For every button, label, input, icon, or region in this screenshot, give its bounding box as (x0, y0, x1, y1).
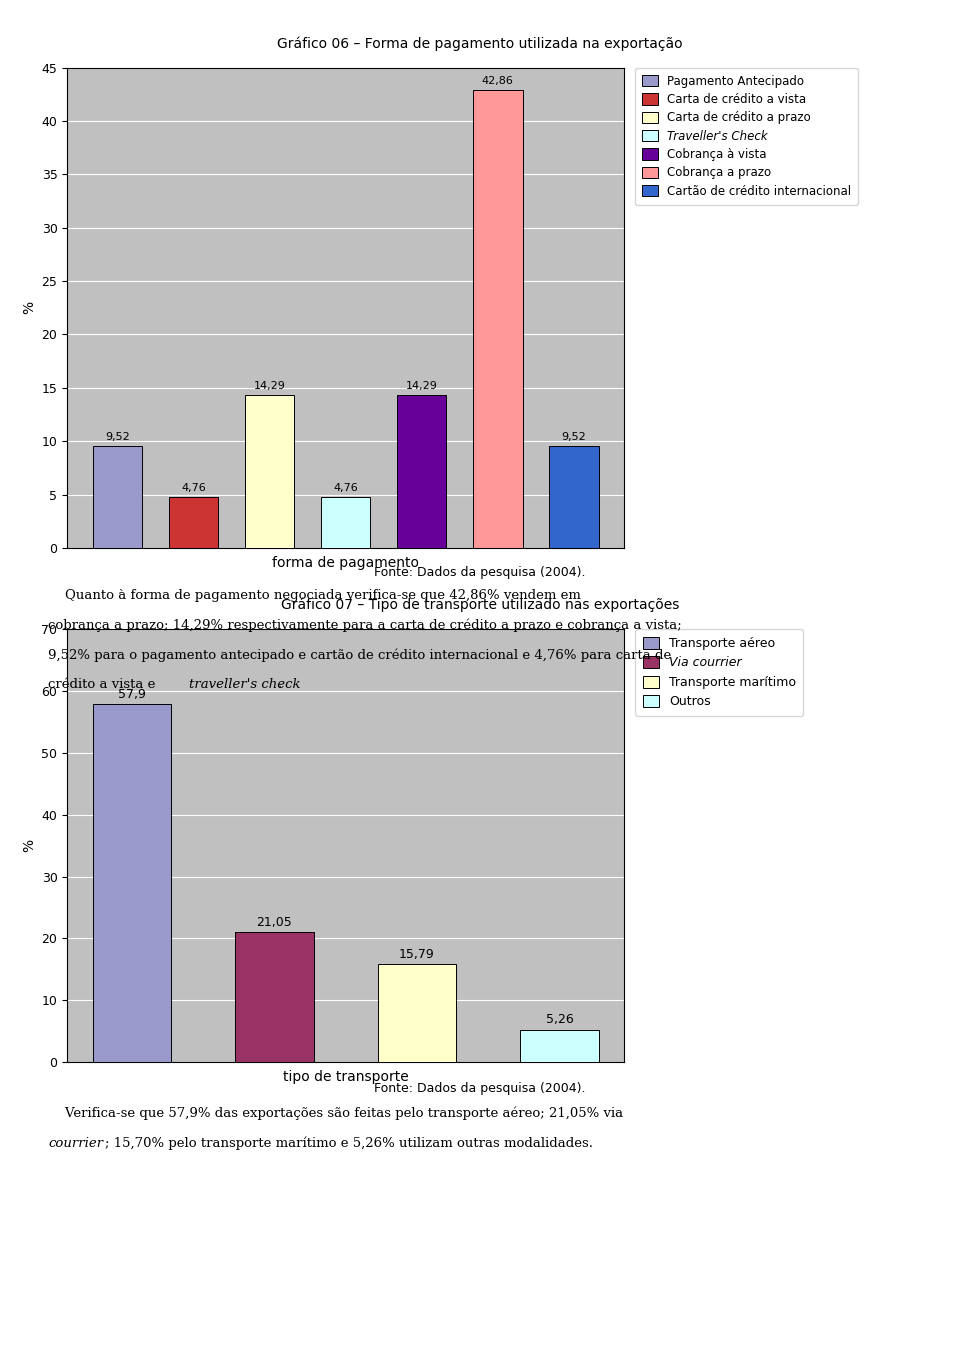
Bar (235, 932, 314, 1062)
Y-axis label: %: % (22, 302, 36, 314)
Text: Quanto à forma de pagamento negociada verifica-se que 42,86% vendem em: Quanto à forma de pagamento negociada ve… (48, 589, 581, 602)
Text: 14,29: 14,29 (253, 382, 285, 391)
Text: .: . (277, 678, 281, 691)
Text: 57,9: 57,9 (118, 687, 146, 701)
Y-axis label: %: % (22, 839, 36, 852)
Bar (397, 395, 446, 548)
Text: Gráfico 06 – Forma de pagamento utilizada na exportação: Gráfico 06 – Forma de pagamento utilizad… (277, 37, 683, 51)
Bar (92, 446, 142, 548)
Text: 9,52: 9,52 (562, 432, 587, 442)
Text: Verifica-se que 57,9% das exportações são feitas pelo transporte aéreo; 21,05% v: Verifica-se que 57,9% das exportações sã… (48, 1107, 623, 1120)
Bar (92, 704, 171, 1062)
Text: cobrança a prazo; 14,29% respectivamente para a carta de crédito a prazo e cobra: cobrança a prazo; 14,29% respectivamente… (48, 618, 682, 632)
Legend: Transporte aéreo, Via courrier, Transporte marítimo, Outros: Transporte aéreo, Via courrier, Transpor… (636, 629, 804, 716)
Text: ; 15,70% pelo transporte marítimo e 5,26% utilizam outras modalidades.: ; 15,70% pelo transporte marítimo e 5,26… (105, 1137, 592, 1150)
Text: 9,52% para o pagamento antecipado e cartão de crédito internacional e 4,76% para: 9,52% para o pagamento antecipado e cart… (48, 648, 671, 662)
Text: 4,76: 4,76 (333, 483, 358, 492)
Text: 15,79: 15,79 (399, 948, 435, 962)
Text: traveller's check: traveller's check (189, 678, 300, 691)
Text: crédito a vista e: crédito a vista e (48, 678, 159, 691)
X-axis label: tipo de transporte: tipo de transporte (283, 1070, 408, 1085)
Bar (321, 497, 371, 548)
X-axis label: forma de pagamento: forma de pagamento (272, 556, 420, 571)
Text: 5,26: 5,26 (545, 1013, 573, 1027)
Text: 4,76: 4,76 (181, 483, 205, 492)
Bar (520, 1030, 599, 1062)
Bar (377, 965, 456, 1062)
Legend: Pagamento Antecipado, Carta de crédito a vista, Carta de crédito a prazo, Travel: Pagamento Antecipado, Carta de crédito a… (636, 68, 858, 204)
Bar (169, 497, 218, 548)
Bar (473, 91, 522, 548)
Text: 9,52: 9,52 (105, 432, 130, 442)
Text: courrier: courrier (48, 1137, 103, 1150)
Text: Fonte: Dados da pesquisa (2004).: Fonte: Dados da pesquisa (2004). (374, 1082, 586, 1096)
Bar (245, 395, 294, 548)
Text: Gráfico 07 – Tipo de transporte utilizado nas exportações: Gráfico 07 – Tipo de transporte utilizad… (281, 597, 679, 612)
Text: Fonte: Dados da pesquisa (2004).: Fonte: Dados da pesquisa (2004). (374, 566, 586, 579)
Bar (549, 446, 599, 548)
Text: 21,05: 21,05 (256, 916, 292, 928)
Text: 42,86: 42,86 (482, 76, 514, 87)
Text: 14,29: 14,29 (406, 382, 438, 391)
